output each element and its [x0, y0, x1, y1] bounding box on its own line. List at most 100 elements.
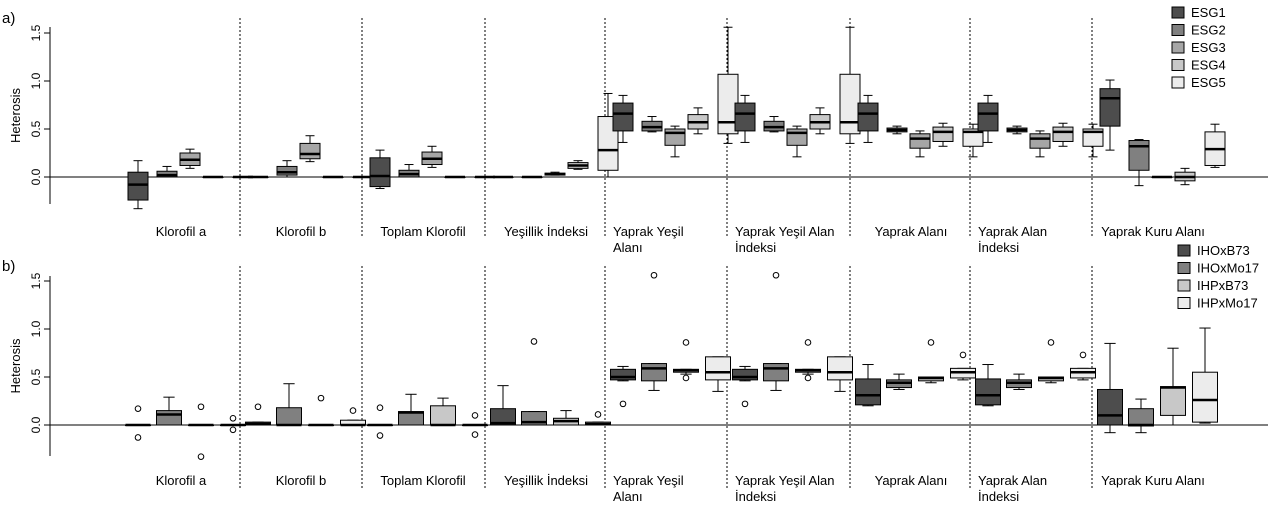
box-ESG4 [687, 107, 709, 135]
box-ESG2 [886, 125, 908, 135]
legend-label: IHOxB73 [1197, 243, 1250, 258]
x-tick-label: Yaprak Yeşil [613, 473, 684, 488]
legend-label: ESG2 [1191, 23, 1226, 38]
box-ESG1 [857, 94, 879, 143]
box-iqr [839, 73, 861, 135]
legend-label: ESG3 [1191, 40, 1226, 55]
box-iqr [1128, 408, 1154, 427]
outlier-point [959, 351, 967, 359]
box-IHPxMo17 [827, 356, 853, 392]
box-iqr [490, 408, 516, 426]
outlier-point [254, 403, 262, 411]
box-IHPxB73 [430, 397, 456, 427]
x-tick-label: Alanı [613, 240, 643, 255]
box-ESG5 [1204, 123, 1226, 168]
outlier-point [682, 339, 690, 346]
x-tick-label: Klorofil a [156, 473, 207, 488]
outlier-point [741, 400, 749, 408]
box-iqr [1192, 371, 1218, 423]
y-tick-label: 0.0 [29, 416, 43, 433]
box-IHPxMo17 [340, 407, 366, 427]
y-tick-label: 0.0 [29, 168, 43, 185]
legend-swatch [1177, 244, 1191, 257]
y-tick-label: 0.5 [29, 368, 43, 385]
box-iqr [975, 378, 1001, 406]
x-tick-label: Alanı [613, 489, 643, 504]
box-iqr [276, 165, 298, 176]
box-iqr [734, 102, 756, 132]
box-iqr [369, 157, 391, 188]
box-iqr [705, 356, 731, 381]
box-IHPxB73 [795, 339, 821, 382]
x-tick-label: Yaprak Kuru Alanı [1101, 224, 1205, 239]
legend-swatch [1171, 6, 1185, 19]
box-ESG2 [276, 160, 298, 178]
outlier-point [134, 434, 142, 441]
legend: ESG1 ESG2 ESG3 ESG4 ESG5 [1171, 5, 1226, 90]
x-tick-label: Toplam Klorofil [380, 473, 465, 488]
box-iqr [610, 368, 636, 381]
box-IHOxMo17 [763, 271, 789, 391]
box-ESG4 [202, 175, 224, 179]
outlier-point [229, 414, 237, 422]
outlier-point [619, 400, 627, 408]
box-IHPxB73 [918, 339, 944, 384]
box-iqr [1099, 88, 1121, 127]
box-IHPxMo17 [950, 351, 976, 381]
box-ESG4 [567, 160, 589, 170]
box-ESG3 [664, 125, 686, 158]
legend-swatch [1177, 279, 1191, 292]
x-tick-label: İndeksi [735, 240, 776, 255]
box-iqr [1097, 388, 1123, 426]
x-tick-label: Yaprak Yeşil Alan [735, 224, 835, 239]
box-ESG2 [1006, 125, 1028, 135]
box-ESG1 [612, 94, 634, 143]
box-ESG4 [809, 107, 831, 135]
box-IHOxB73 [125, 405, 151, 441]
box-IHPxMo17 [705, 356, 731, 392]
box-IHOxMo17 [886, 373, 912, 390]
box-iqr [276, 407, 302, 426]
box-iqr [977, 102, 999, 132]
outlier-point [317, 394, 325, 402]
outlier-point [594, 411, 602, 418]
y-axis-label: Heterosis [8, 88, 23, 143]
legend-label: IHPxMo17 [1197, 296, 1258, 311]
box-ESG2 [1128, 139, 1150, 187]
box-iqr [932, 126, 954, 142]
x-tick-label: Klorofil a [156, 224, 207, 239]
outlier-point [530, 338, 538, 345]
box-IHOxB73 [490, 385, 516, 426]
outlier-point [134, 405, 142, 412]
box-iqr [641, 363, 667, 382]
box-iqr [156, 410, 182, 426]
box-iqr [612, 102, 634, 132]
legend-label: ESG5 [1191, 75, 1226, 90]
box-IHOxB73 [1097, 342, 1123, 434]
legend: IHOxB73 IHOxMo17 IHPxB73 IHPxMo17 [1177, 243, 1259, 311]
outlier-point [772, 271, 780, 279]
box-IHOxB73 [610, 365, 636, 408]
box-iqr [732, 368, 758, 381]
box-IHOxB73 [855, 364, 881, 407]
box-iqr [909, 133, 931, 149]
box-ESG1 [734, 94, 756, 143]
box-IHPxB73 [673, 339, 699, 382]
box-iqr [1052, 126, 1074, 142]
box-ESG3 [544, 171, 566, 176]
box-ESG5 [962, 123, 984, 158]
outlier-point [471, 412, 479, 419]
box-ESG3 [299, 135, 321, 163]
box-IHOxMo17 [398, 393, 424, 426]
box-IHPxB73 [188, 403, 214, 460]
box-IHOxB73 [732, 365, 758, 408]
outlier-point [197, 453, 205, 460]
legend-label: IHPxB73 [1197, 278, 1248, 293]
y-tick-label: 1.5 [29, 272, 43, 289]
box-ESG4 [322, 175, 344, 179]
x-tick-label: İndeksi [978, 489, 1019, 504]
x-tick-label: Yaprak Alanı [875, 473, 948, 488]
box-iqr [857, 102, 879, 132]
x-tick-label: Toplam Klorofil [380, 224, 465, 239]
